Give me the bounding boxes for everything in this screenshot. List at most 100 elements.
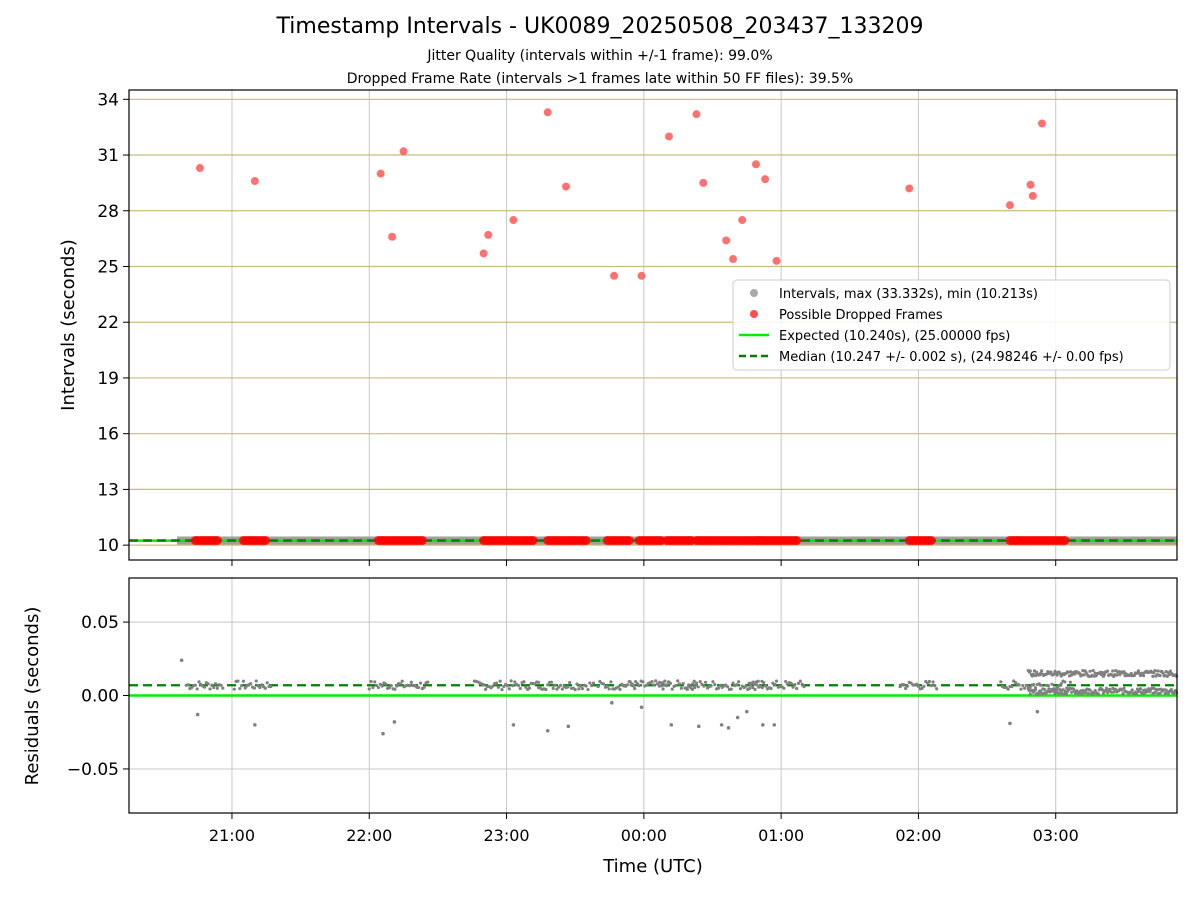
residual-point [590, 684, 594, 688]
residual-outlier-point [696, 724, 701, 729]
residual-point [1043, 688, 1047, 692]
dropped-frame-point [195, 164, 204, 173]
residual-point [1158, 674, 1162, 678]
residual-point [393, 687, 397, 691]
residual-point [1156, 669, 1160, 673]
residual-point [691, 682, 695, 686]
residual-point [553, 683, 557, 687]
residual-point [1161, 671, 1165, 675]
legend-label-2: Expected (10.240s), (25.00000 fps) [779, 329, 1010, 344]
residual-point [665, 684, 669, 688]
residual-point [633, 686, 637, 691]
top-y-tick-label: 16 [97, 425, 119, 445]
residual-outlier-point [669, 723, 674, 727]
residual-point [702, 684, 706, 688]
dropped-frame-point [905, 184, 914, 193]
residual-point [1100, 670, 1105, 675]
dropped-frame-point [637, 271, 646, 280]
dropped-frame-point [399, 147, 408, 156]
residual-point [736, 680, 741, 684]
dropped-frame-point [479, 249, 488, 258]
residual-point [731, 681, 735, 685]
residual-point [549, 680, 554, 684]
residual-point [1158, 691, 1162, 695]
dropped-frame-point [761, 175, 770, 184]
residual-point [206, 682, 210, 686]
residual-point [186, 683, 190, 687]
residual-point [1115, 673, 1119, 677]
residual-point [197, 680, 201, 684]
residual-point [232, 687, 236, 691]
residual-point [426, 680, 430, 684]
residual-point [1071, 687, 1076, 691]
residual-point [637, 683, 641, 688]
residual-outlier-point [726, 726, 731, 730]
residual-point [677, 682, 682, 686]
dropped-frame-point [1026, 180, 1035, 189]
residual-point [1096, 692, 1100, 696]
dropped-frame-point [260, 535, 270, 545]
top-y-tick-label: 19 [97, 369, 119, 389]
top-y-tick-label: 13 [97, 480, 119, 500]
residual-outlier-point [610, 701, 614, 705]
dropped-frame-point [792, 535, 802, 545]
residual-point [735, 683, 739, 687]
residual-point [674, 683, 678, 688]
dropped-frame-point [729, 255, 738, 264]
residual-point [263, 686, 267, 690]
residual-point [933, 684, 937, 688]
residual-point [1021, 683, 1025, 688]
residual-point [657, 684, 662, 688]
x-tick-label: 23:00 [483, 826, 529, 845]
residual-point [236, 679, 240, 683]
residual-outlier-point [179, 658, 184, 663]
residual-point [916, 684, 921, 688]
residual-point [1039, 689, 1043, 693]
residual-point [605, 684, 609, 689]
residual-point [1151, 674, 1155, 678]
residual-point [505, 684, 510, 688]
residual-point [544, 687, 548, 692]
residual-point [483, 687, 488, 692]
residual-point [618, 687, 622, 691]
residual-point [935, 687, 939, 691]
residual-point [202, 685, 207, 689]
residual-point [711, 680, 715, 684]
top-y-tick-label: 28 [97, 202, 119, 222]
residual-outlier-point [761, 723, 765, 727]
residual-point [661, 681, 665, 685]
residual-outlier-point [719, 723, 724, 727]
residual-point [1118, 673, 1122, 677]
top-plot-data [129, 108, 1178, 545]
residual-point [641, 680, 645, 684]
residual-outlier-point [735, 715, 740, 720]
bottom-y-axis-label: Residuals (seconds) [22, 607, 43, 786]
dropped-frame-point [722, 236, 731, 245]
residual-point [498, 679, 502, 683]
residual-point [1164, 688, 1168, 692]
dropped-frame-point [692, 110, 701, 119]
residual-point [384, 682, 388, 686]
residual-point [1047, 687, 1051, 691]
dropped-frame-point [1028, 191, 1037, 200]
residual-point [516, 683, 521, 688]
residual-point [756, 679, 760, 683]
residual-point [511, 684, 515, 688]
residual-point [579, 684, 583, 688]
residual-point [1088, 669, 1092, 673]
residual-point [689, 686, 693, 690]
bottom-axis-ticks: 21:00 22:00 23:00 00:00 01:00 02:00 03:00 −0.05… [67, 613, 1079, 845]
residual-point [1169, 687, 1173, 692]
residual-point [380, 684, 384, 688]
residual-point [1153, 690, 1157, 695]
residual-point [573, 688, 577, 692]
residual-point [905, 684, 910, 688]
dropped-frame-point [528, 535, 538, 545]
residual-point [796, 681, 801, 685]
residual-outlier-point [1008, 721, 1012, 726]
residual-point [221, 686, 225, 690]
residual-point [676, 679, 680, 683]
residual-point [1082, 673, 1086, 677]
residual-point [709, 684, 713, 688]
